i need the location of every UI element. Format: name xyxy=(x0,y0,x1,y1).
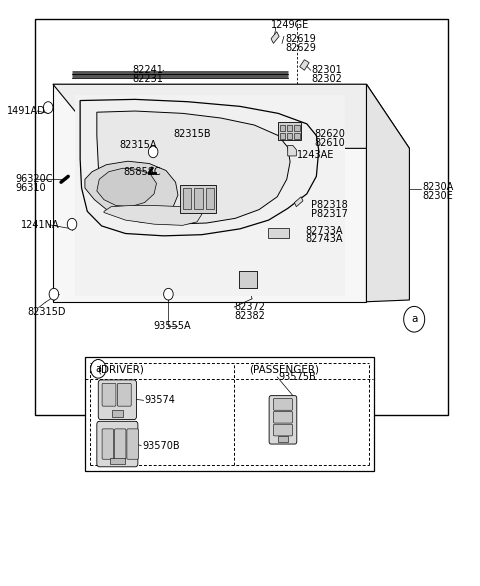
Bar xyxy=(278,436,288,442)
Text: 93574: 93574 xyxy=(144,396,175,406)
Text: 82382: 82382 xyxy=(234,311,265,321)
Text: 82743A: 82743A xyxy=(306,234,343,244)
Text: 1491AD: 1491AD xyxy=(7,106,46,116)
FancyBboxPatch shape xyxy=(102,383,116,406)
Text: 82302: 82302 xyxy=(312,74,342,84)
Bar xyxy=(280,133,285,139)
Polygon shape xyxy=(288,145,296,156)
Polygon shape xyxy=(53,84,366,302)
FancyBboxPatch shape xyxy=(115,429,126,459)
FancyBboxPatch shape xyxy=(269,396,297,444)
Bar xyxy=(239,271,257,288)
Bar xyxy=(294,125,300,131)
Text: 82629: 82629 xyxy=(285,43,316,53)
Bar xyxy=(183,188,192,209)
Bar xyxy=(85,357,373,471)
Text: P82317: P82317 xyxy=(311,209,348,219)
Polygon shape xyxy=(294,197,303,207)
Circle shape xyxy=(404,306,425,332)
FancyBboxPatch shape xyxy=(98,380,136,420)
Bar xyxy=(280,125,285,131)
FancyBboxPatch shape xyxy=(274,411,292,423)
Circle shape xyxy=(43,102,53,113)
PathPatch shape xyxy=(97,111,290,224)
Text: 82620: 82620 xyxy=(314,130,345,139)
Text: 93555A: 93555A xyxy=(153,321,191,331)
FancyBboxPatch shape xyxy=(274,398,292,410)
PathPatch shape xyxy=(104,206,202,226)
Bar xyxy=(287,125,292,131)
Text: (PASSENGER): (PASSENGER) xyxy=(250,365,320,375)
Text: P82318: P82318 xyxy=(311,200,348,210)
Text: 82315B: 82315B xyxy=(173,130,211,139)
Text: 8230E: 8230E xyxy=(422,190,453,200)
Bar xyxy=(205,188,214,209)
Bar xyxy=(194,188,203,209)
Circle shape xyxy=(49,288,59,300)
Text: 82315D: 82315D xyxy=(28,307,66,317)
Text: 1241NA: 1241NA xyxy=(21,220,59,230)
Text: (DRIVER): (DRIVER) xyxy=(97,365,144,375)
Circle shape xyxy=(67,219,77,230)
Text: 96310: 96310 xyxy=(16,183,47,193)
Text: 8230A: 8230A xyxy=(422,182,454,192)
PathPatch shape xyxy=(97,168,156,207)
Text: 85858C: 85858C xyxy=(123,166,161,177)
Text: 96320C: 96320C xyxy=(16,174,53,184)
Text: 82619: 82619 xyxy=(285,35,316,45)
Bar xyxy=(110,458,124,464)
Text: 93570B: 93570B xyxy=(142,441,180,451)
FancyBboxPatch shape xyxy=(127,429,138,459)
PathPatch shape xyxy=(85,161,178,219)
Bar xyxy=(239,271,257,288)
Text: a: a xyxy=(411,314,418,324)
Bar xyxy=(112,410,123,417)
Text: 82315A: 82315A xyxy=(120,141,157,151)
Polygon shape xyxy=(366,84,409,302)
Circle shape xyxy=(148,146,158,158)
Polygon shape xyxy=(271,32,279,43)
Bar xyxy=(180,185,216,213)
Text: 82372: 82372 xyxy=(234,302,265,312)
FancyBboxPatch shape xyxy=(102,429,114,459)
Bar xyxy=(268,228,289,238)
Bar xyxy=(287,133,292,139)
PathPatch shape xyxy=(80,100,319,236)
Text: 82231: 82231 xyxy=(132,74,164,84)
Circle shape xyxy=(164,288,173,300)
FancyBboxPatch shape xyxy=(117,383,131,406)
Polygon shape xyxy=(75,95,345,296)
Text: 82301: 82301 xyxy=(312,65,342,75)
Text: 82610: 82610 xyxy=(314,138,345,148)
Circle shape xyxy=(91,359,106,378)
Text: 1243AE: 1243AE xyxy=(297,151,335,161)
Bar xyxy=(278,121,301,140)
FancyBboxPatch shape xyxy=(274,424,292,436)
Bar xyxy=(35,19,447,415)
Text: a: a xyxy=(95,364,101,374)
Polygon shape xyxy=(300,60,309,70)
Text: 1249GE: 1249GE xyxy=(271,20,309,30)
FancyBboxPatch shape xyxy=(97,421,138,467)
Text: 82241: 82241 xyxy=(132,65,164,75)
Bar xyxy=(294,133,300,139)
Text: 93575B: 93575B xyxy=(278,372,316,382)
Polygon shape xyxy=(53,84,409,148)
Text: 82733A: 82733A xyxy=(306,226,343,236)
